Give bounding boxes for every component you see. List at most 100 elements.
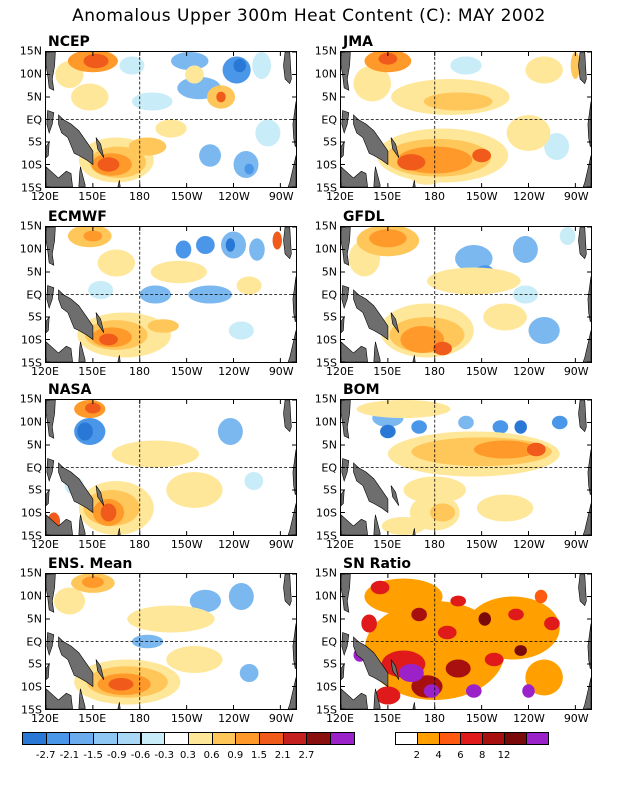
lon-tick-label: 120E [31,365,59,378]
lat-tick-label: EQ [321,461,337,474]
anomaly-contour [544,616,560,631]
anomaly-contour [71,83,109,111]
land-mass [390,137,400,158]
land-mass [117,180,121,187]
colorbar-label: 4 [435,750,442,761]
anomaly-contour [111,440,200,468]
lon-tick-label: 180 [424,538,445,551]
anomaly-contour [411,420,427,434]
anomaly-contour [437,625,457,640]
map-plot [340,399,592,536]
anomaly-contour [369,229,407,248]
land-mass [353,462,389,514]
lat-tick-label: 15N [314,44,337,58]
colorbar-swatch [395,732,418,745]
anomaly-contour [166,472,223,508]
land-mass [341,688,368,709]
anomaly-contour [175,240,192,259]
anomaly-contour [244,163,254,175]
land-mass [341,488,345,507]
land-mass [46,514,73,535]
land-mass [292,101,296,147]
colorbar-swatch [45,732,71,745]
anomaly-contour [236,276,262,295]
land-mass [582,155,591,187]
panel-gfdl: GFDL 15N 10N 5N EQ 5S 10S 15S 120E 150E 180 150W 12… [315,209,592,378]
colorbar-swatch [416,732,440,745]
anomaly-contour [522,684,535,698]
lon-tick-label: 180 [424,190,445,203]
land-mass [412,180,416,187]
anomaly-contour [380,424,396,439]
lon-tick-label: 180 [424,365,445,378]
lon-tick-label: 90W [268,365,294,378]
anomaly-contour [551,415,568,430]
anomaly-contour [370,580,390,595]
anomaly-contour [155,119,187,138]
anomaly-contour [378,52,398,65]
land-mass [95,312,105,333]
lon-tick-label: 150E [373,190,402,203]
anomaly-contour [127,605,215,633]
lat-tick-label: EQ [26,635,42,648]
land-mass [412,528,416,535]
land-mass [58,114,94,166]
anomaly-contour [119,56,145,75]
lon-tick-label: 90W [563,365,589,378]
land-mass [582,503,591,535]
anomaly-contour [166,646,223,673]
anomaly-contour [534,589,548,604]
lat-tick-label: 15S [316,529,337,543]
anomaly-contour [458,415,474,430]
lat-tick-label: 15S [316,181,337,195]
map-plot [340,226,592,363]
lon-tick-label: 120W [218,712,250,725]
colorbar-swatch [211,732,237,745]
anomaly-contour [400,326,445,353]
land-mass [46,110,55,135]
land-mass [46,227,56,266]
lat-tick-label: 10S [316,506,337,520]
lat-tick-label: 10S [316,158,337,172]
land-mass [341,285,350,310]
land-mass [117,528,121,535]
panel-ncep: NCEP 15N 10N 5N EQ 5S 10S 15S 120E 150E 180 150W 12… [20,34,297,203]
land-mass [46,52,56,91]
lat-tick-label: 15N [314,392,337,406]
lat-tick-label: 5S [28,483,42,497]
anomaly-contour [53,587,86,615]
lon-tick-label: 150W [465,190,498,203]
anomaly-contour [528,317,560,344]
lat-tick-label: 10N [19,589,42,603]
land-mass [341,400,351,439]
anomaly-contour [466,596,560,660]
land-mass [46,400,56,439]
lat-tick-label: EQ [26,461,42,474]
lon-tick-label: 120W [218,538,250,551]
anomaly-contour [411,607,427,622]
land-mass [578,400,587,433]
map-plot [45,399,297,536]
colorbar-label: -2.1 [59,750,80,761]
lon-tick-label: 180 [424,712,445,725]
land-mass [117,702,121,709]
lat-tick-label: EQ [26,288,42,301]
anomaly-contour [445,659,471,678]
anomaly-contour [244,472,264,490]
anomaly-contour [506,115,551,151]
anomaly-contour [570,52,581,79]
land-mass [341,632,350,657]
colorbar-swatch [140,732,166,745]
anomaly-contour [83,53,109,69]
lon-tick-label: 150W [465,712,498,725]
anomaly-colorbar: -2.7 -2.1 -1.5 -0.9 -0.6 -0.3 0.3 0.6 0.9 1.5 2.1 2… [22,732,355,762]
land-mass [373,514,381,535]
panel-title: NCEP [48,34,90,50]
land-mass [46,140,50,159]
lon-tick-label: 120E [326,712,354,725]
anomaly-contour [526,442,546,457]
land-mass [373,166,381,187]
anomaly-contour [525,56,563,84]
colorbar-label: 2.1 [274,750,291,761]
land-mass [582,677,591,709]
